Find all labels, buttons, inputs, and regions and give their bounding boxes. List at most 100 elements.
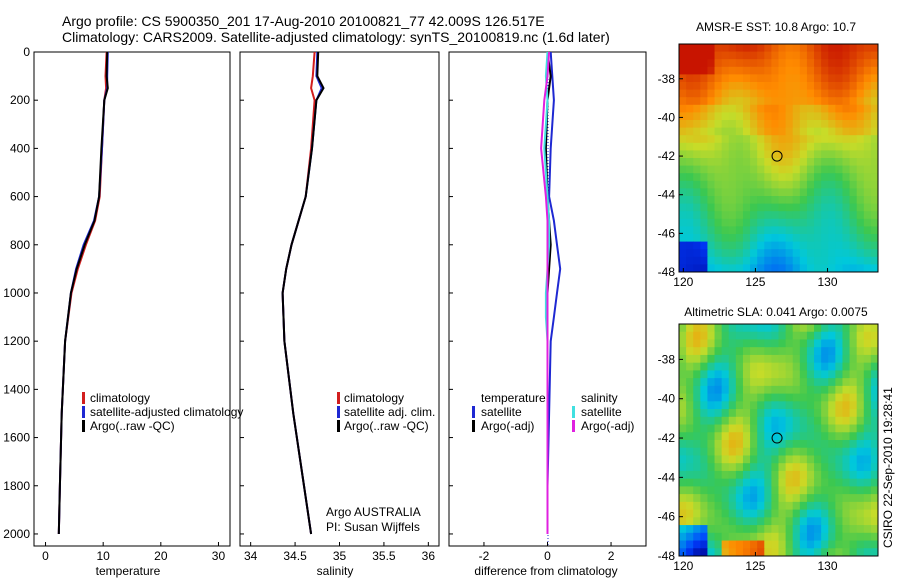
heatmap-cell [693, 331, 701, 340]
heatmap-cell [870, 532, 879, 542]
heatmap-cell [700, 241, 708, 250]
heatmap-cell [764, 234, 772, 243]
heatmap-cell [785, 324, 794, 333]
heatmap-cell [785, 127, 794, 136]
heatmap-cell [799, 127, 808, 136]
heatmap-cell [785, 135, 794, 144]
heatmap-cell [693, 142, 701, 151]
heatmap-cell [750, 82, 758, 91]
heatmap-cell [750, 354, 758, 364]
heatmap-cell [799, 180, 808, 189]
heatmap-cell [679, 532, 687, 542]
heatmap-cell [785, 218, 794, 227]
heatmap-cell [856, 59, 865, 68]
heatmap-cell [750, 478, 758, 487]
heatmap-cell [849, 486, 858, 495]
heatmap-cell [707, 165, 716, 174]
depth-tick-label: 1000 [3, 286, 30, 300]
heatmap-cell [835, 401, 843, 410]
heatmap-cell [693, 249, 701, 258]
heatmap-cell [714, 440, 723, 449]
heatmap-cell [742, 324, 751, 333]
heatmap-cell [856, 494, 865, 503]
heatmap-cell [686, 241, 694, 250]
heatmap-cell [828, 416, 836, 426]
heatmap-cell [814, 385, 822, 395]
heatmap-cell [806, 112, 815, 121]
heatmap-cell [707, 478, 716, 487]
heatmap-cell [863, 486, 872, 495]
heatmap-cell [764, 548, 772, 557]
heatmap-cell [799, 470, 808, 480]
heatmap-cell [686, 66, 694, 75]
heatmap-cell [835, 409, 843, 418]
sla-map-title: Altimetric SLA: 0.041 Argo: 0.0075 [684, 305, 868, 319]
heatmap-cell [863, 104, 872, 113]
heatmap-cell [870, 120, 879, 129]
heatmap-cell [870, 51, 879, 60]
heatmap-cell [707, 173, 716, 182]
heatmap-cell [821, 447, 829, 456]
heatmap-cell [842, 501, 851, 511]
heatmap-cell [842, 188, 851, 197]
heatmap-cell [849, 241, 858, 250]
heatmap-cell [856, 486, 865, 495]
heatmap-cell [771, 135, 779, 144]
heatmap-cell [814, 540, 822, 549]
heatmap-cell [750, 548, 758, 557]
heatmap-cell [792, 127, 801, 136]
heatmap-cell [821, 324, 829, 333]
heatmap-cell [821, 226, 829, 235]
heatmap-cell [814, 59, 822, 68]
heatmap-cell [735, 424, 744, 433]
heatmap-cell [870, 501, 879, 511]
heatmap-cell [686, 51, 694, 60]
heatmap-cell [700, 548, 708, 557]
series-line-argo-raw-qc- [281, 51, 325, 535]
heatmap-cell [870, 226, 879, 235]
temperature-x-ticks: 0 10 20 30 [42, 542, 225, 563]
heatmap-cell [778, 470, 787, 480]
heatmap-cell [799, 120, 808, 129]
heatmap-cell [693, 324, 701, 333]
heatmap-cell [679, 226, 687, 235]
heatmap-cell [849, 324, 858, 333]
heatmap-cell [679, 486, 687, 495]
heatmap-cell [835, 150, 843, 159]
heatmap-cell [686, 218, 694, 227]
heatmap-cell [870, 339, 879, 348]
heatmap-cell [771, 385, 779, 395]
heatmap-cell [849, 416, 858, 426]
heatmap-cell [835, 135, 843, 144]
heatmap-cell [856, 74, 865, 83]
heatmap-cell [771, 158, 779, 167]
heatmap-cell [707, 241, 716, 250]
heatmap-cell [785, 165, 794, 174]
heatmap-cell [863, 393, 872, 402]
heatmap-cell [757, 196, 765, 205]
heatmap-cell [742, 393, 751, 402]
heatmap-cell [792, 370, 801, 379]
heatmap-cell [707, 234, 716, 243]
heatmap-cell [764, 432, 772, 441]
heatmap-cell [849, 347, 858, 356]
heatmap-cell [849, 51, 858, 60]
heatmap-cell [778, 112, 787, 121]
heatmap-cell [806, 486, 815, 495]
heatmap-cell [679, 165, 687, 174]
heatmap-cell [707, 249, 716, 258]
heatmap-cell [764, 74, 772, 83]
heatmap-cell [686, 165, 694, 174]
heatmap-cell [686, 501, 694, 511]
heatmap-cell [700, 89, 708, 98]
heatmap-cell [799, 494, 808, 503]
heatmap-cell [686, 74, 694, 83]
heatmap-cell [863, 517, 872, 526]
heatmap-cell [679, 97, 687, 106]
heatmap-cell [700, 142, 708, 151]
heatmap-cell [870, 548, 879, 557]
heatmap-cell [700, 180, 708, 189]
heatmap-cell [735, 234, 744, 243]
heatmap-cell [750, 135, 758, 144]
heatmap-cell [821, 256, 829, 265]
